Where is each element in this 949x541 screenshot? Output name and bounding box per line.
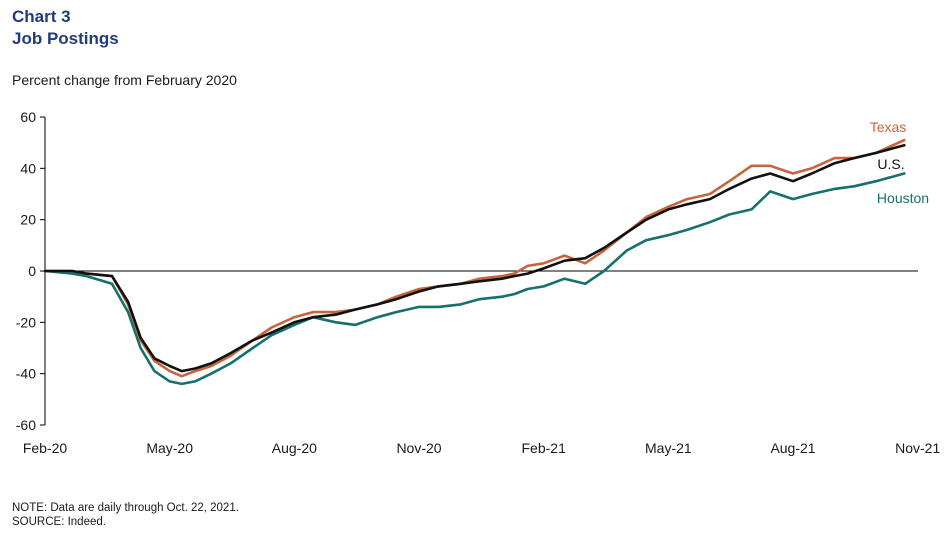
y-tick-label: 20: [20, 212, 36, 228]
y-tick-label: 0: [28, 263, 36, 279]
chart-title-line-2: Job Postings: [12, 29, 119, 48]
y-tick-label: -20: [16, 314, 36, 330]
chart-title-line-1: Chart 3: [12, 7, 71, 26]
x-axis: Feb-20 May-20 Aug-20 Nov-20 Feb-21 May-21 Aug-…: [23, 270, 940, 456]
series-line-houston: [43, 172, 906, 386]
note-text: NOTE: Data are daily through Oct. 22, 20…: [12, 502, 239, 514]
y-tick-label: -60: [16, 417, 36, 433]
x-tick-label: Feb-20: [23, 440, 68, 456]
y-axis: -60 -40 -20 0 20 40 60: [16, 109, 46, 433]
y-tick-label: 60: [20, 109, 36, 125]
x-tick-label: Nov-20: [396, 440, 441, 456]
footnote: NOTE: Data are daily through Oct. 22, 20…: [12, 501, 239, 529]
chart-subtitle: Percent change from February 2020: [12, 72, 237, 88]
x-tick-label: Nov-21: [895, 440, 940, 456]
chart-title: Chart 3 Job Postings: [12, 6, 119, 50]
x-tick-label: May-20: [146, 440, 193, 456]
x-tick-label: Feb-21: [522, 440, 567, 456]
series-label-houston: Houston: [877, 190, 929, 206]
series-label-us: U.S.: [877, 156, 904, 172]
source-text: SOURCE: Indeed.: [12, 516, 106, 528]
x-tick-label: Aug-21: [770, 440, 815, 456]
series-label-texas: Texas: [870, 119, 907, 135]
x-tick-label: May-21: [645, 440, 692, 456]
y-tick-label: 40: [20, 160, 36, 176]
series-labels: Texas U.S. Houston: [870, 119, 929, 206]
x-tick-label: Aug-20: [272, 440, 317, 456]
series-lines: [43, 138, 906, 386]
y-tick-label: -40: [16, 366, 36, 382]
series-line-us: [43, 143, 906, 373]
